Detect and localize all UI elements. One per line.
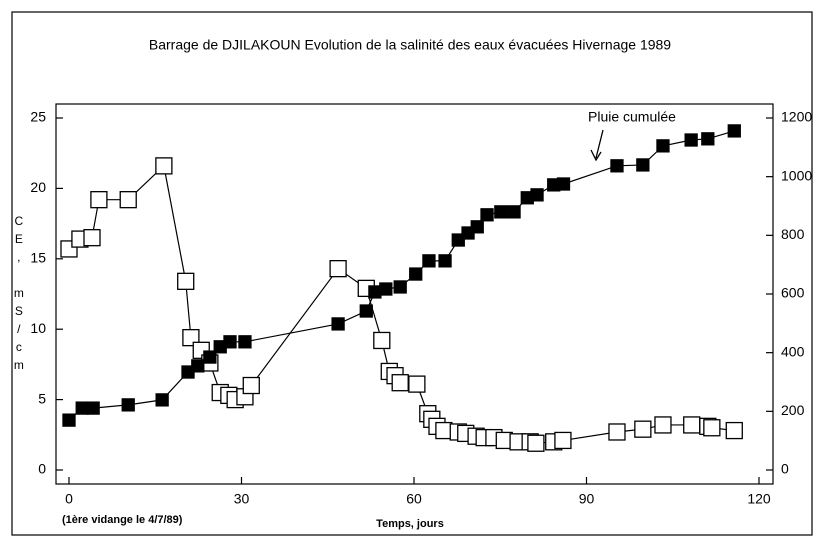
- marker: [393, 280, 407, 294]
- marker: [422, 254, 436, 268]
- y2-tick-label: 800: [781, 226, 805, 242]
- x-axis-label: Temps, jours: [376, 518, 444, 530]
- marker: [654, 416, 672, 434]
- x-tick-label: 30: [234, 491, 250, 507]
- marker: [119, 191, 137, 209]
- marker: [703, 419, 721, 437]
- marker: [359, 304, 373, 318]
- marker: [435, 421, 453, 440]
- marker: [329, 260, 347, 278]
- marker: [83, 229, 101, 247]
- marker: [530, 188, 544, 202]
- marker: [121, 398, 135, 412]
- marker: [470, 220, 484, 234]
- marker: [683, 416, 701, 434]
- y2-tick-label: 400: [781, 343, 805, 359]
- marker: [634, 420, 652, 438]
- y2-tick-label: 0: [781, 461, 789, 477]
- marker: [331, 317, 345, 331]
- marker: [636, 158, 650, 172]
- marker: [86, 401, 100, 415]
- annotation-arrow: [590, 129, 604, 162]
- y2-tick-label: 1200: [781, 109, 812, 125]
- marker: [701, 132, 715, 146]
- marker: [408, 375, 426, 393]
- y-tick-label: 10: [30, 320, 46, 336]
- marker: [610, 159, 624, 173]
- y2-tick-label: 600: [781, 285, 805, 301]
- marker: [238, 335, 252, 349]
- marker: [556, 177, 571, 191]
- note: (1ère vidange le 4/7/89): [62, 514, 183, 526]
- marker: [368, 285, 382, 299]
- marker: [409, 267, 423, 281]
- marker: [438, 254, 452, 268]
- marker: [451, 233, 465, 247]
- y-tick-label: 25: [30, 109, 46, 125]
- x-tick-label: 90: [579, 491, 595, 507]
- marker: [90, 191, 108, 209]
- annotation: Pluie cumulée: [588, 109, 676, 125]
- marker: [182, 328, 200, 347]
- marker: [656, 139, 670, 153]
- marker: [203, 350, 217, 364]
- marker: [155, 393, 169, 407]
- frame: [11, 11, 813, 536]
- chart-title: Barrage de DJILAKOUN Evolution de la sal…: [149, 37, 671, 53]
- marker: [684, 133, 698, 147]
- y2-tick-label: 200: [781, 402, 805, 418]
- marker: [527, 434, 545, 452]
- marker: [155, 157, 173, 175]
- marker: [223, 335, 237, 349]
- marker: [177, 272, 195, 290]
- marker: [507, 205, 521, 219]
- marker: [494, 205, 508, 219]
- marker: [75, 401, 89, 415]
- marker: [373, 331, 391, 350]
- marker: [242, 376, 260, 395]
- y2-tick-label: 1000: [781, 167, 812, 183]
- marker: [379, 282, 393, 296]
- y-tick-label: 0: [38, 461, 46, 477]
- marker: [391, 374, 409, 392]
- x-tick-label: 0: [65, 491, 73, 507]
- marker: [725, 421, 743, 440]
- marker: [62, 413, 76, 427]
- marker: [554, 431, 572, 450]
- y-tick-label: 20: [30, 179, 46, 195]
- marker: [480, 208, 494, 222]
- x-tick-label: 120: [747, 491, 771, 507]
- marker: [727, 124, 741, 138]
- marker: [191, 359, 205, 373]
- x-tick-label: 60: [406, 491, 422, 507]
- y-tick-label: 15: [30, 250, 46, 266]
- y-tick-label: 5: [38, 390, 46, 406]
- y-axis-label: CE, mS/cm: [12, 214, 26, 376]
- marker: [608, 423, 626, 441]
